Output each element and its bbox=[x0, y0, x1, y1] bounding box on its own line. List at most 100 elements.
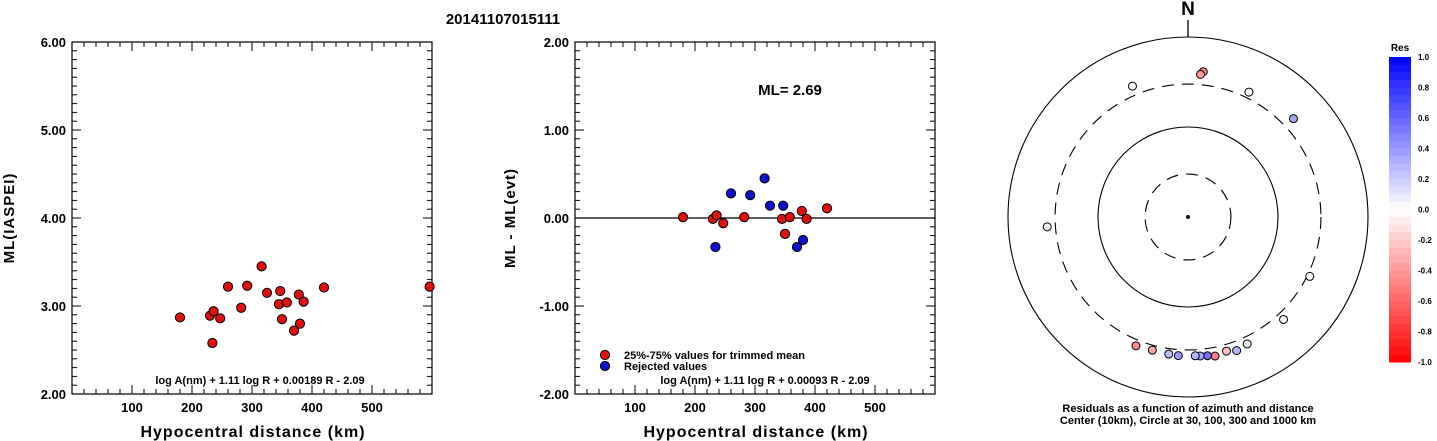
mid-x-tick-label: 300 bbox=[744, 400, 766, 415]
colorbar-band bbox=[1389, 186, 1411, 195]
colorbar-band bbox=[1389, 293, 1411, 302]
ml-data-point bbox=[174, 312, 186, 323]
legend-label: 25%-75% values for trimmed mean bbox=[624, 350, 805, 362]
ml-data-point bbox=[236, 302, 247, 313]
station-residual-point bbox=[1210, 351, 1220, 361]
colorbar-band bbox=[1389, 308, 1411, 317]
center-point bbox=[1186, 215, 1190, 219]
colorbar-band bbox=[1389, 224, 1411, 233]
ml-annotation: ML= 2.69 bbox=[758, 82, 822, 99]
residual-colorbar: Res 1.0 0.8 0.6 0.4 0.2 0.0 -0.2 -0.4 -0.6 -0.8 -1… bbox=[1389, 43, 1432, 367]
station-residual-point bbox=[1127, 81, 1137, 91]
trimmed-mean-point bbox=[821, 203, 833, 214]
mid-x-tick-label: 100 bbox=[624, 400, 646, 415]
colorbar-band bbox=[1389, 110, 1411, 119]
legend-marker bbox=[599, 360, 611, 372]
trimmed-mean-point bbox=[796, 205, 807, 217]
colorbar-band bbox=[1389, 339, 1411, 348]
colorbar-band bbox=[1389, 163, 1411, 172]
distance-ring bbox=[1054, 83, 1322, 351]
ml-data-point bbox=[281, 297, 292, 308]
station-residual-point bbox=[1202, 351, 1212, 361]
colorbar-tick-label: 0.4 bbox=[1418, 145, 1430, 154]
colorbar-band bbox=[1389, 64, 1411, 73]
station-residual-point bbox=[1042, 222, 1052, 232]
trimmed-mean-point bbox=[718, 218, 729, 229]
mid-y-tick-label: -1.00 bbox=[539, 299, 569, 314]
colorbar-band bbox=[1389, 278, 1411, 287]
left-y-tick-label: 5.00 bbox=[41, 123, 66, 138]
station-residual-point bbox=[1147, 345, 1157, 355]
trimmed-mean-point bbox=[779, 228, 791, 239]
colorbar-band bbox=[1389, 171, 1411, 180]
ml-data-point bbox=[293, 289, 304, 300]
station-residual-point bbox=[1305, 271, 1315, 281]
left-y-axis-label: ML(IASPEI) bbox=[1, 173, 18, 264]
panel-ml-vs-distance: log A(nm) + 1.11 log R + 0.00189 R - 2.0… bbox=[1, 35, 435, 441]
colorbar-tick-label: 0.2 bbox=[1418, 175, 1430, 184]
station-residual-point bbox=[1279, 314, 1289, 324]
ml-data-point bbox=[424, 281, 435, 292]
colorbar-tick-label: -1.0 bbox=[1418, 358, 1432, 367]
ml-data-point bbox=[294, 318, 306, 329]
distance-ring bbox=[1097, 126, 1279, 308]
colorbar-band bbox=[1389, 240, 1411, 249]
colorbar-band bbox=[1389, 148, 1411, 157]
mid-y-axis-label: ML - ML(evt) bbox=[502, 168, 519, 268]
mid-y-tick-label: 0.00 bbox=[544, 211, 569, 226]
ml-data-point bbox=[208, 306, 219, 317]
mid-y-tick-label: -2.00 bbox=[539, 387, 569, 402]
station-residual-point bbox=[1173, 351, 1183, 361]
colorbar-band bbox=[1389, 57, 1411, 66]
ml-data-point bbox=[242, 280, 253, 291]
colorbar-band bbox=[1389, 262, 1411, 271]
ml-data-point bbox=[207, 337, 218, 349]
left-x-tick-label: 500 bbox=[361, 400, 383, 415]
colorbar-tick-label: 0.8 bbox=[1418, 84, 1430, 93]
left-formula: log A(nm) + 1.11 log R + 0.00189 R - 2.0… bbox=[155, 375, 364, 387]
colorbar-band bbox=[1389, 346, 1411, 355]
colorbar-band bbox=[1389, 125, 1411, 134]
colorbar-band bbox=[1389, 156, 1411, 165]
rejected-point bbox=[797, 234, 809, 246]
mid-formula: log A(nm) + 1.11 log R + 0.00093 R - 2.0… bbox=[660, 375, 869, 387]
station-residual-point bbox=[1131, 341, 1141, 351]
colorbar-band bbox=[1389, 209, 1411, 218]
left-plot-frame bbox=[71, 41, 433, 395]
ml-data-point bbox=[275, 285, 286, 297]
colorbar-band bbox=[1389, 217, 1411, 226]
mid-x-tick-label: 400 bbox=[804, 400, 826, 415]
station-residual-point bbox=[1190, 351, 1200, 361]
legend-label: Rejected values bbox=[624, 361, 707, 373]
colorbar-band bbox=[1389, 179, 1411, 188]
station-residual-point bbox=[1195, 69, 1205, 79]
colorbar-band bbox=[1389, 270, 1411, 279]
colorbar-band bbox=[1389, 79, 1411, 88]
station-residual-point bbox=[1242, 339, 1252, 349]
station-residual-point bbox=[1232, 346, 1242, 356]
ml-data-point bbox=[288, 325, 300, 336]
left-y-tick-label: 4.00 bbox=[41, 211, 66, 226]
colorbar-band bbox=[1389, 87, 1411, 96]
colorbar-tick-label: -0.6 bbox=[1418, 297, 1432, 306]
ml-data-point bbox=[222, 281, 234, 292]
colorbar-band bbox=[1389, 301, 1411, 310]
distance-ring bbox=[1007, 36, 1369, 398]
colorbar-band bbox=[1389, 354, 1411, 363]
rejected-point bbox=[791, 241, 803, 253]
left-x-tick-label: 100 bbox=[121, 400, 143, 415]
colorbar-band bbox=[1389, 201, 1411, 210]
colorbar-tick-label: -0.4 bbox=[1418, 267, 1432, 276]
station-residual-point bbox=[1288, 114, 1298, 124]
colorbar-band bbox=[1389, 255, 1411, 264]
trimmed-mean-point bbox=[801, 213, 812, 224]
mid-x-tick-label: 500 bbox=[864, 400, 886, 415]
colorbar-tick-label: 0.6 bbox=[1418, 114, 1430, 123]
colorbar-band bbox=[1389, 194, 1411, 203]
left-y-tick-label: 2.00 bbox=[41, 387, 66, 402]
ml-data-point bbox=[261, 287, 273, 298]
station-residual-point bbox=[1244, 87, 1254, 97]
left-y-tick-label: 6.00 bbox=[41, 35, 66, 50]
rejected-point bbox=[778, 200, 789, 211]
